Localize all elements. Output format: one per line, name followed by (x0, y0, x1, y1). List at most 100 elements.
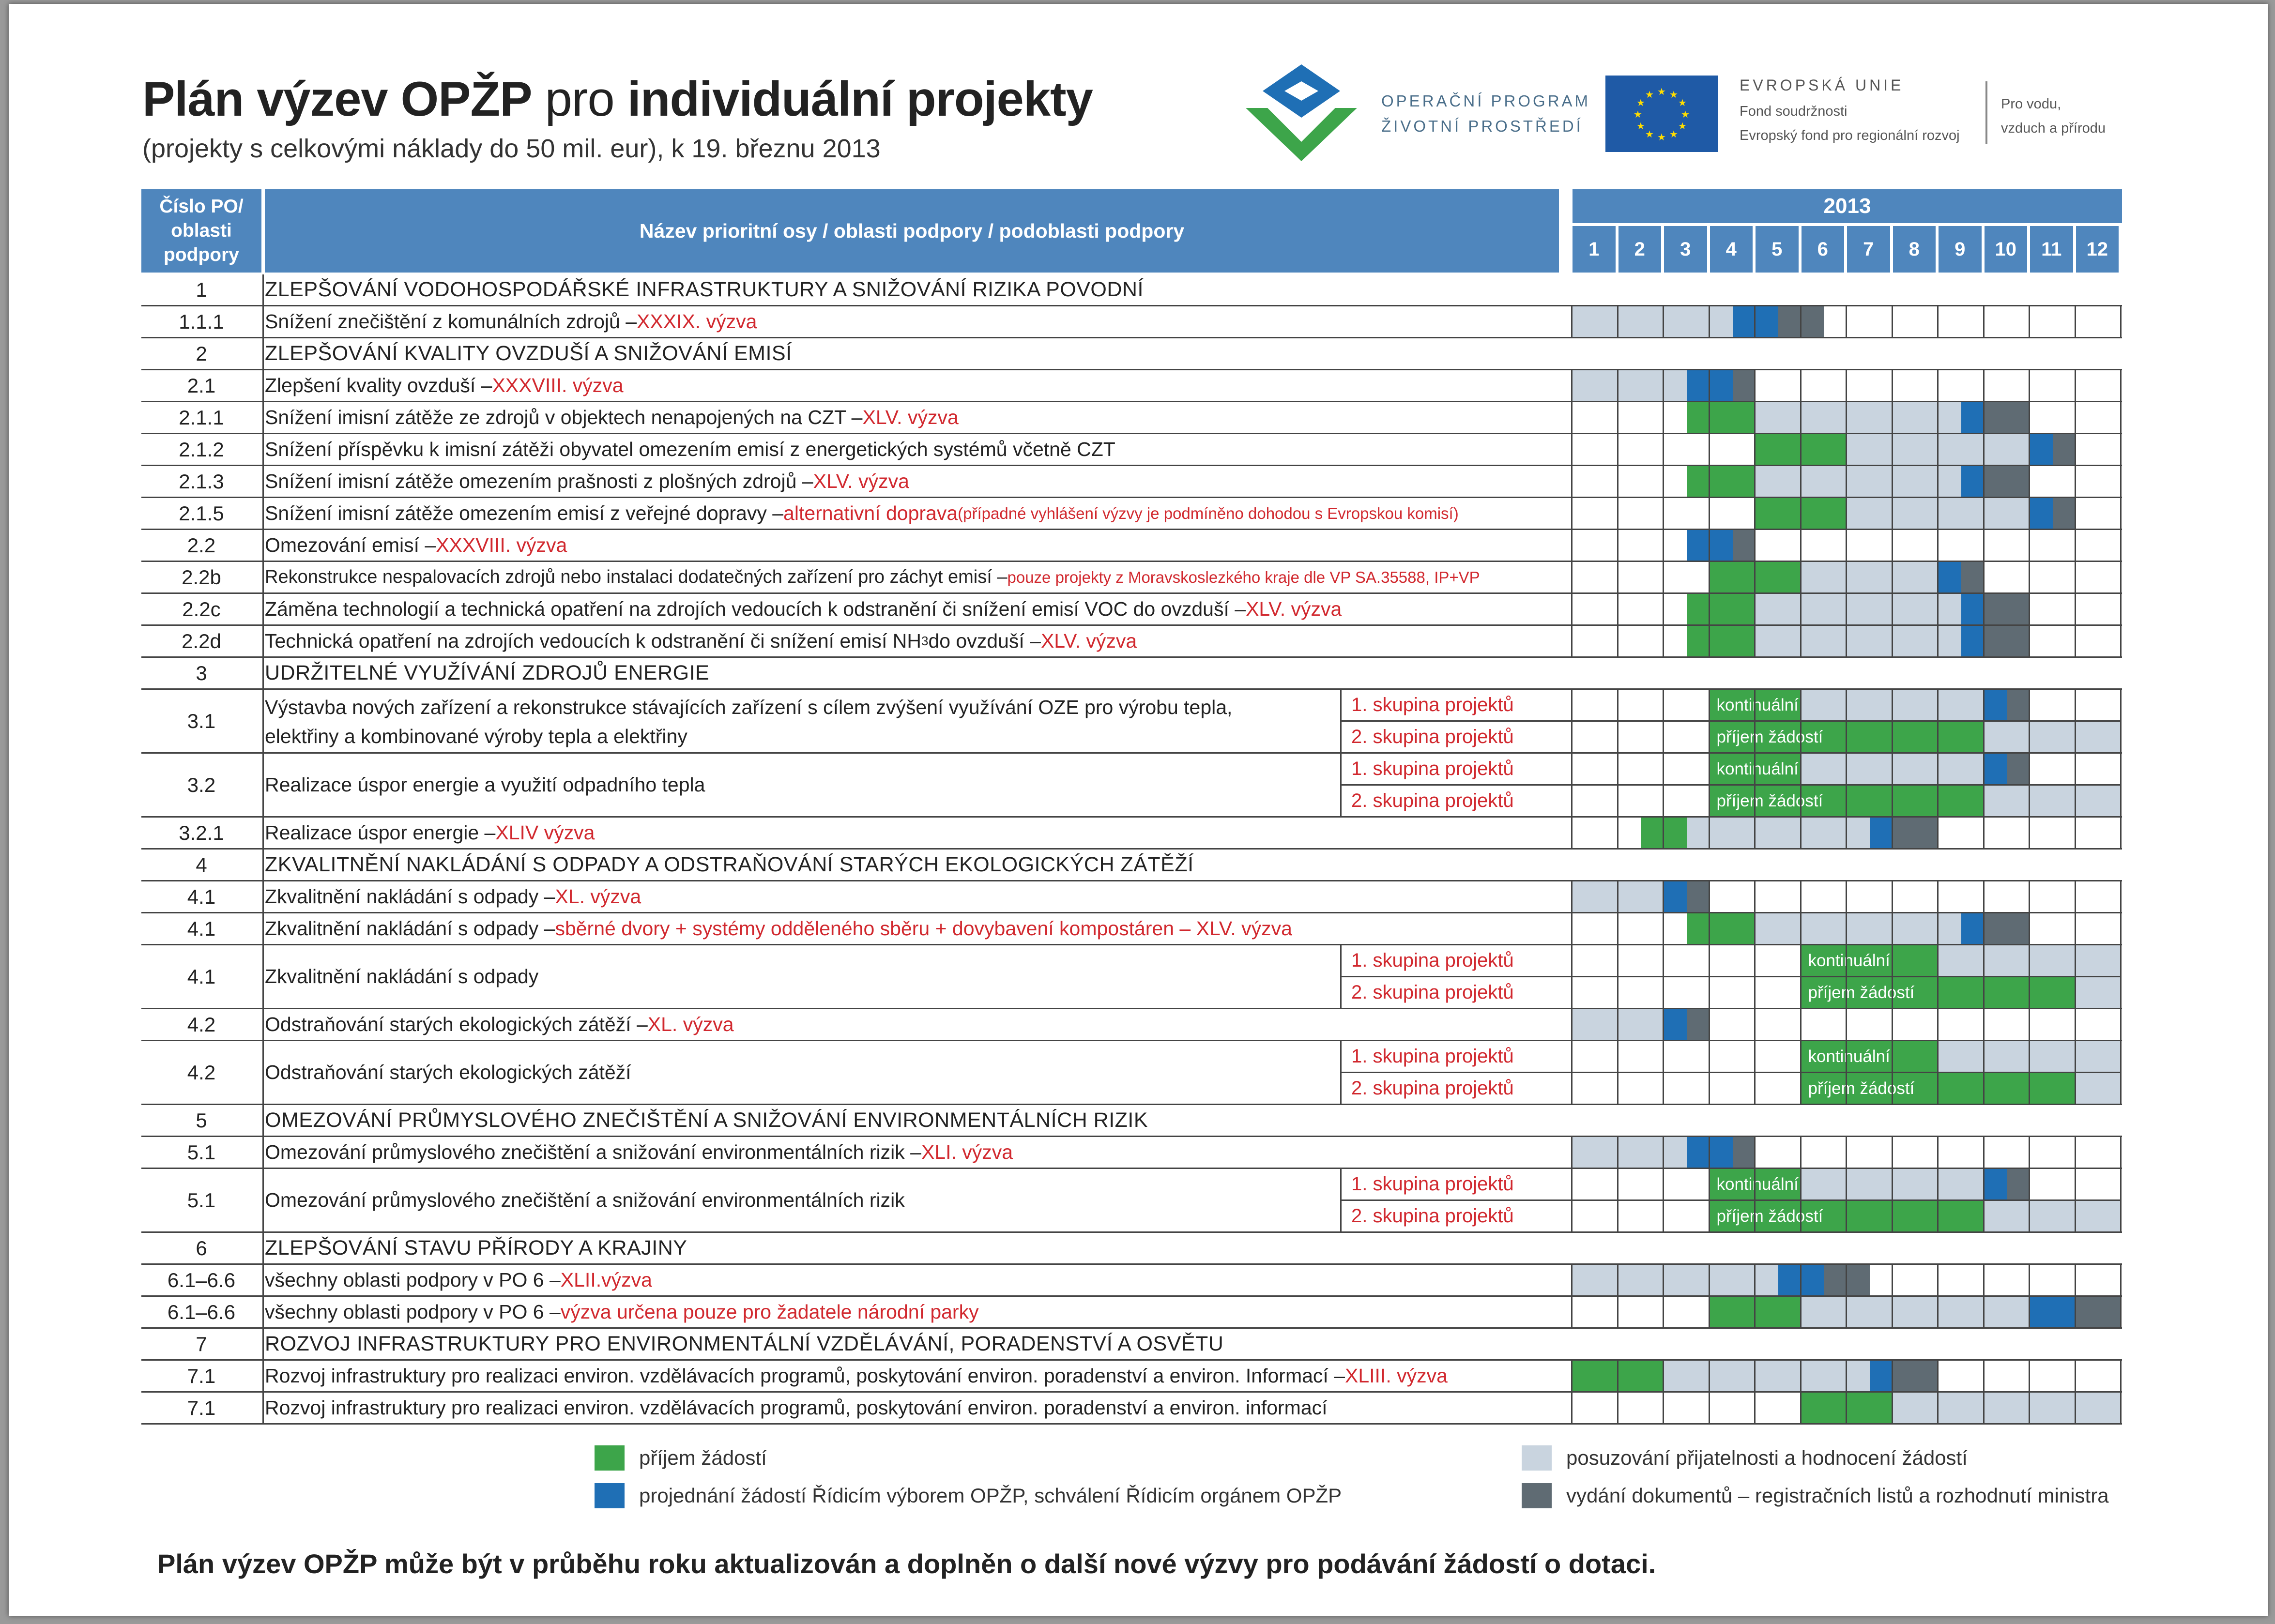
month-grid-line (1891, 530, 1893, 561)
gantt-bar-L (1573, 1137, 1687, 1168)
month-grid-line (2074, 754, 2076, 816)
month-grid-line (1663, 562, 1664, 592)
month-grid-line (1754, 1361, 1756, 1391)
column-divider (262, 1297, 264, 1327)
row-number: 5.1 (187, 1140, 216, 1164)
month-grid-line (1617, 594, 1618, 624)
gantt-bar-E (1756, 626, 1802, 656)
month-grid-line (2120, 1009, 2122, 1040)
gantt-bar-B (1870, 818, 1893, 848)
month-grid-line (1708, 1265, 1710, 1295)
call-label: výzva určena pouze pro žadatele národní … (560, 1301, 979, 1323)
gantt-bar-B (1664, 881, 1687, 912)
continuous-label: kontinuální (1716, 759, 1799, 778)
month-grid-line (1663, 306, 1664, 337)
month-grid-line (2120, 1169, 2122, 1231)
month-grid-line (1891, 626, 1893, 656)
column-divider (262, 1233, 264, 1263)
month-header-12: 12 (2076, 226, 2119, 273)
row-name: Zkvalitnění nakládání s odpady – XL. výz… (265, 881, 641, 912)
row-name-text: Zlepšení kvality ovzduší – (265, 374, 492, 396)
gantt-bar-B (1732, 306, 1779, 337)
table-row: 2.1.1 Snížení imisní zátěže ze zdrojů v o… (141, 402, 2122, 434)
month-grid-line (1663, 1009, 1664, 1040)
month-grid-line (2029, 1009, 2030, 1040)
month-grid-line (1663, 945, 1664, 1008)
month-grid-line (1754, 1009, 1756, 1040)
month-grid-line (1800, 881, 1802, 912)
call-label: XLV. výzva (813, 470, 909, 492)
month-grid-line (1937, 1361, 1939, 1391)
month-grid-line (1846, 818, 1847, 848)
month-grid-line (1663, 370, 1664, 401)
group-2-label: 2. skupina projektů (1351, 726, 1514, 747)
group-2-label: 2. skupina projektů (1351, 1205, 1514, 1227)
row-name-text: Záměna technologií a technická opatření … (265, 598, 1246, 620)
month-grid-line (1617, 818, 1618, 848)
month-grid-line (1708, 818, 1710, 848)
month-grid-line (1708, 1393, 1710, 1423)
gantt-bar-L (1984, 722, 2122, 752)
month-grid-line (2029, 1297, 2030, 1327)
month-grid-line (1846, 945, 1847, 1008)
month-grid-line (1937, 945, 1939, 1008)
month-grid-line (1937, 434, 1939, 465)
month-grid-line (1846, 594, 1847, 624)
month-grid-line (1891, 594, 1893, 624)
gantt-bar-G (1687, 881, 1710, 912)
month-grid-line (1617, 881, 1618, 912)
gantt-bar-L (1893, 1393, 2122, 1423)
column-divider (262, 434, 264, 465)
row-name: Snížení imisní zátěže omezením emisí z v… (265, 498, 1459, 529)
gantt-bar-B (1687, 1137, 1733, 1168)
gantt-bar-N (1710, 562, 1802, 592)
month-header-1: 1 (1573, 226, 1616, 273)
month-grid-line (1571, 1393, 1573, 1423)
call-label: XLV. výzva (1040, 630, 1137, 652)
call-label: XXXIX. výzva (637, 310, 757, 333)
gantt-bar-G (1984, 626, 2030, 656)
gantt-bar-L (1847, 498, 2030, 529)
month-grid-line (1617, 370, 1618, 401)
month-grid-line (2029, 1137, 2030, 1168)
month-grid-line (1891, 1041, 1893, 1104)
month-grid-line (1754, 434, 1756, 465)
gantt-bar-N (1573, 1361, 1664, 1391)
month-grid-line (2120, 530, 2122, 561)
month-grid-line (2074, 626, 2076, 656)
group-1-label: 1. skupina projektů (1351, 950, 1514, 971)
month-grid-line (1846, 1361, 1847, 1391)
call-label: XL. výzva (647, 1013, 734, 1035)
month-grid-line (1663, 690, 1664, 752)
row-number: 6.1–6.6 (167, 1300, 236, 1323)
month-grid-line (1891, 1393, 1893, 1423)
column-divider (262, 913, 264, 944)
month-grid-line (1891, 1361, 1893, 1391)
call-label: XLI. výzva (921, 1141, 1013, 1163)
month-grid-line (2029, 1169, 2030, 1231)
month-grid-line (1800, 1137, 1802, 1168)
gantt-bar-B (1664, 1009, 1687, 1040)
column-divider (262, 1009, 264, 1040)
month-grid-line (1983, 466, 1985, 497)
gantt-bar-G (2053, 434, 2076, 465)
svg-text:★: ★ (1634, 108, 1642, 120)
continuous-label: kontinuální (1716, 695, 1799, 714)
gantt-bar-L (1801, 690, 1985, 720)
month-grid-line (1800, 945, 1802, 1008)
month-grid-line (1754, 626, 1756, 656)
month-grid-line (1663, 434, 1664, 465)
month-grid-line (2074, 370, 2076, 401)
month-grid-line (1983, 626, 1985, 656)
month-grid-line (1937, 1169, 1939, 1231)
table-row: 4.1 Zkvalitnění nakládání s odpady – XL. … (141, 881, 2122, 913)
month-grid-line (1800, 498, 1802, 529)
month-grid-line (1708, 881, 1710, 912)
group-2-label: 2. skupina projektů (1351, 1078, 1514, 1099)
group-row-line (1340, 1072, 2122, 1073)
gantt-bar-B (1778, 1265, 1824, 1295)
svg-text:★: ★ (1636, 97, 1645, 108)
month-grid-line (1846, 370, 1847, 401)
row-number: 1 (196, 278, 207, 301)
row-name-text: Rekonstrukce nespalovacích zdrojů nebo i… (265, 567, 1008, 587)
